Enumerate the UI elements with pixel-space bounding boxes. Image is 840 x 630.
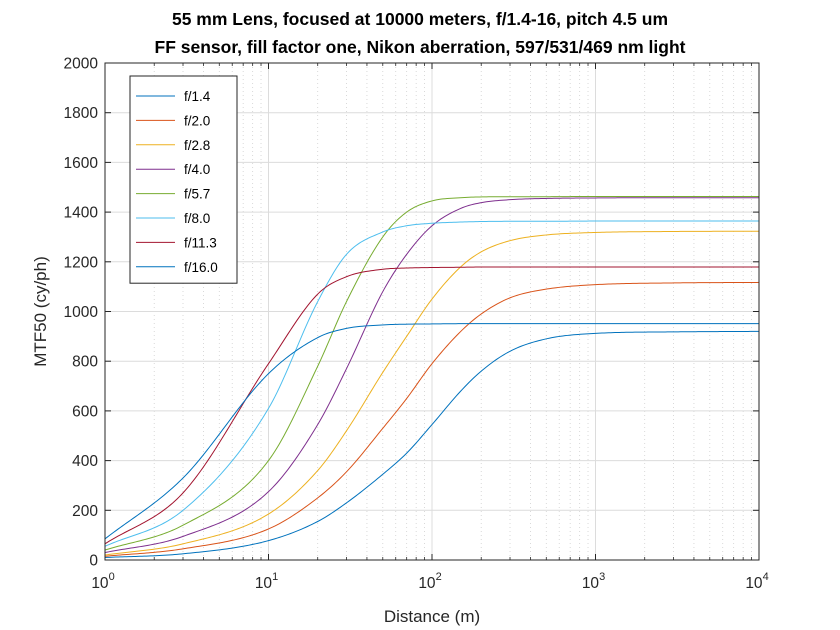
series-line-f-2-0 (104, 281, 760, 557)
series-line-f-4-0 (104, 197, 759, 554)
legend-label: f/16.0 (184, 260, 218, 275)
x-tick-label: 103 (582, 571, 605, 592)
x-tick-label: 104 (745, 571, 768, 592)
legend: f/1.4 f/2.0 f/2.8 f/4.0 f/5.7 f/8.0 f/11.3 f/16… (129, 75, 238, 284)
legend-label: f/2.8 (184, 138, 210, 153)
grid (104, 62, 760, 561)
series-line-f-5-7 (104, 195, 759, 551)
x-tick-label: 101 (255, 571, 278, 592)
series-line-f-11-3 (104, 266, 759, 545)
x-axis-label: Distance (m) (384, 607, 480, 626)
legend-label: f/2.0 (184, 113, 210, 128)
y-tick-label: 400 (72, 453, 98, 470)
legend-label: f/1.4 (184, 89, 211, 104)
y-tick-label: 1400 (64, 205, 99, 222)
x-tick-label: 102 (418, 571, 441, 592)
series-line-f-8-0 (104, 220, 759, 547)
y-tick-label: 2000 (64, 56, 99, 73)
legend-box (129, 75, 238, 284)
series-line-f-2-8 (104, 230, 760, 556)
y-tick-label: 600 (72, 403, 98, 420)
legend-label: f/5.7 (184, 187, 210, 202)
legend-label: f/11.3 (184, 235, 217, 250)
x-tick-labels: 100 101 102 103 104 (91, 571, 768, 592)
y-tick-label: 800 (72, 354, 98, 371)
legend-label: f/8.0 (184, 211, 210, 226)
legend-label: f/4.0 (184, 162, 210, 177)
series-line-f-16-0 (104, 323, 759, 540)
y-tick-label: 1800 (64, 105, 99, 122)
y-tick-label: 200 (72, 503, 98, 520)
y-axis-label: MTF50 (cy/ph) (31, 256, 50, 367)
x-tick-label: 100 (91, 571, 114, 592)
series-line-f-1-4 (104, 330, 760, 559)
chart-title: 55 mm Lens, focused at 10000 meters, f/1… (171, 9, 669, 29)
y-tick-label: 1000 (64, 304, 99, 321)
series-lines (104, 195, 760, 559)
y-tick-label: 1600 (64, 155, 99, 172)
tick-marks (104, 62, 760, 561)
y-tick-labels: 0 200 400 600 800 1000 1200 1400 1600 1800 2000 (64, 56, 99, 570)
y-tick-label: 0 (89, 553, 98, 570)
chart-subtitle: FF sensor, fill factor one, Nikon aberra… (154, 37, 686, 57)
y-tick-label: 1200 (64, 254, 99, 271)
